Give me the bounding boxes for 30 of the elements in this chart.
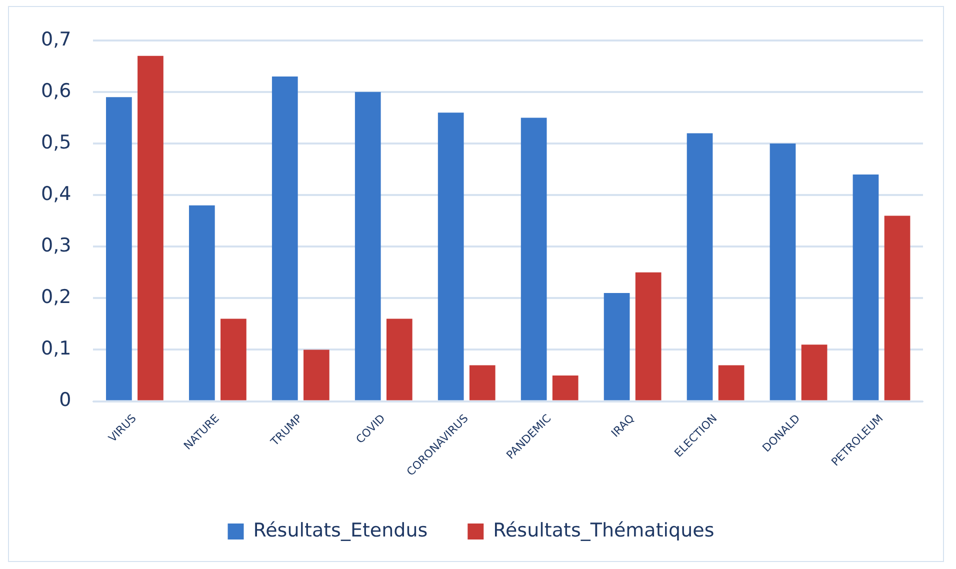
bar <box>106 97 132 400</box>
y-tick-label: 0,3 <box>41 234 72 257</box>
bar <box>852 174 879 400</box>
y-tick-label: 0,5 <box>41 131 72 154</box>
bar <box>138 56 164 400</box>
bar <box>386 318 412 400</box>
y-tick-label: 0,2 <box>41 286 72 308</box>
y-tick-label: 0,7 <box>41 28 72 50</box>
bar <box>718 365 744 400</box>
bar <box>304 350 330 400</box>
bar <box>801 344 828 400</box>
bar <box>686 133 713 400</box>
bar <box>438 112 464 400</box>
bar <box>770 144 796 400</box>
bar <box>354 92 381 400</box>
bar <box>272 76 298 400</box>
bar <box>884 216 910 400</box>
bar <box>469 365 496 400</box>
bar <box>220 318 246 400</box>
legend-label: Résultats_Thématiques <box>493 519 714 542</box>
bar <box>635 272 662 400</box>
legend-label: Résultats_Etendus <box>253 519 428 542</box>
bar <box>520 118 547 400</box>
bar <box>604 293 630 400</box>
y-tick-label: 0,1 <box>41 338 72 360</box>
bar <box>552 376 578 400</box>
bar <box>188 205 215 400</box>
y-tick-label: 0,6 <box>41 80 72 102</box>
y-tick-label: 0 <box>59 389 72 412</box>
y-tick-label: 0,4 <box>41 183 72 206</box>
